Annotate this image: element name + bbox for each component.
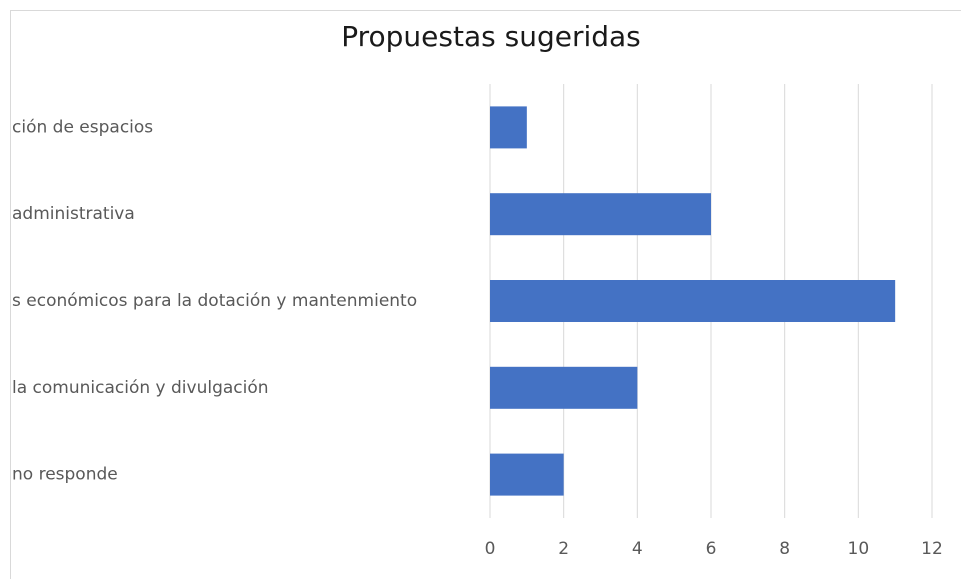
bar <box>490 106 527 149</box>
x-tick-label: 4 <box>632 539 643 559</box>
bar <box>490 453 564 496</box>
y-tick-label: s económicos para la dotación y mantenmi… <box>12 291 417 311</box>
chart-title: Propuestas sugeridas <box>341 20 641 53</box>
y-tick-label: no responde <box>12 465 118 485</box>
x-tick-label: 0 <box>485 539 496 559</box>
x-tick-label: 10 <box>848 539 870 559</box>
chart-border <box>10 10 961 579</box>
x-tick-label: 8 <box>779 539 790 559</box>
bar <box>490 280 896 322</box>
bar <box>490 193 711 236</box>
x-tick-label: 2 <box>558 539 569 559</box>
y-tick-label: ción de espacios <box>12 117 153 137</box>
y-tick-label: administrativa <box>12 204 135 224</box>
x-tick-label: 6 <box>706 539 717 559</box>
y-tick-label: la comunicación y divulgación <box>12 378 269 398</box>
x-tick-label: 12 <box>921 539 943 559</box>
bar <box>490 366 638 409</box>
